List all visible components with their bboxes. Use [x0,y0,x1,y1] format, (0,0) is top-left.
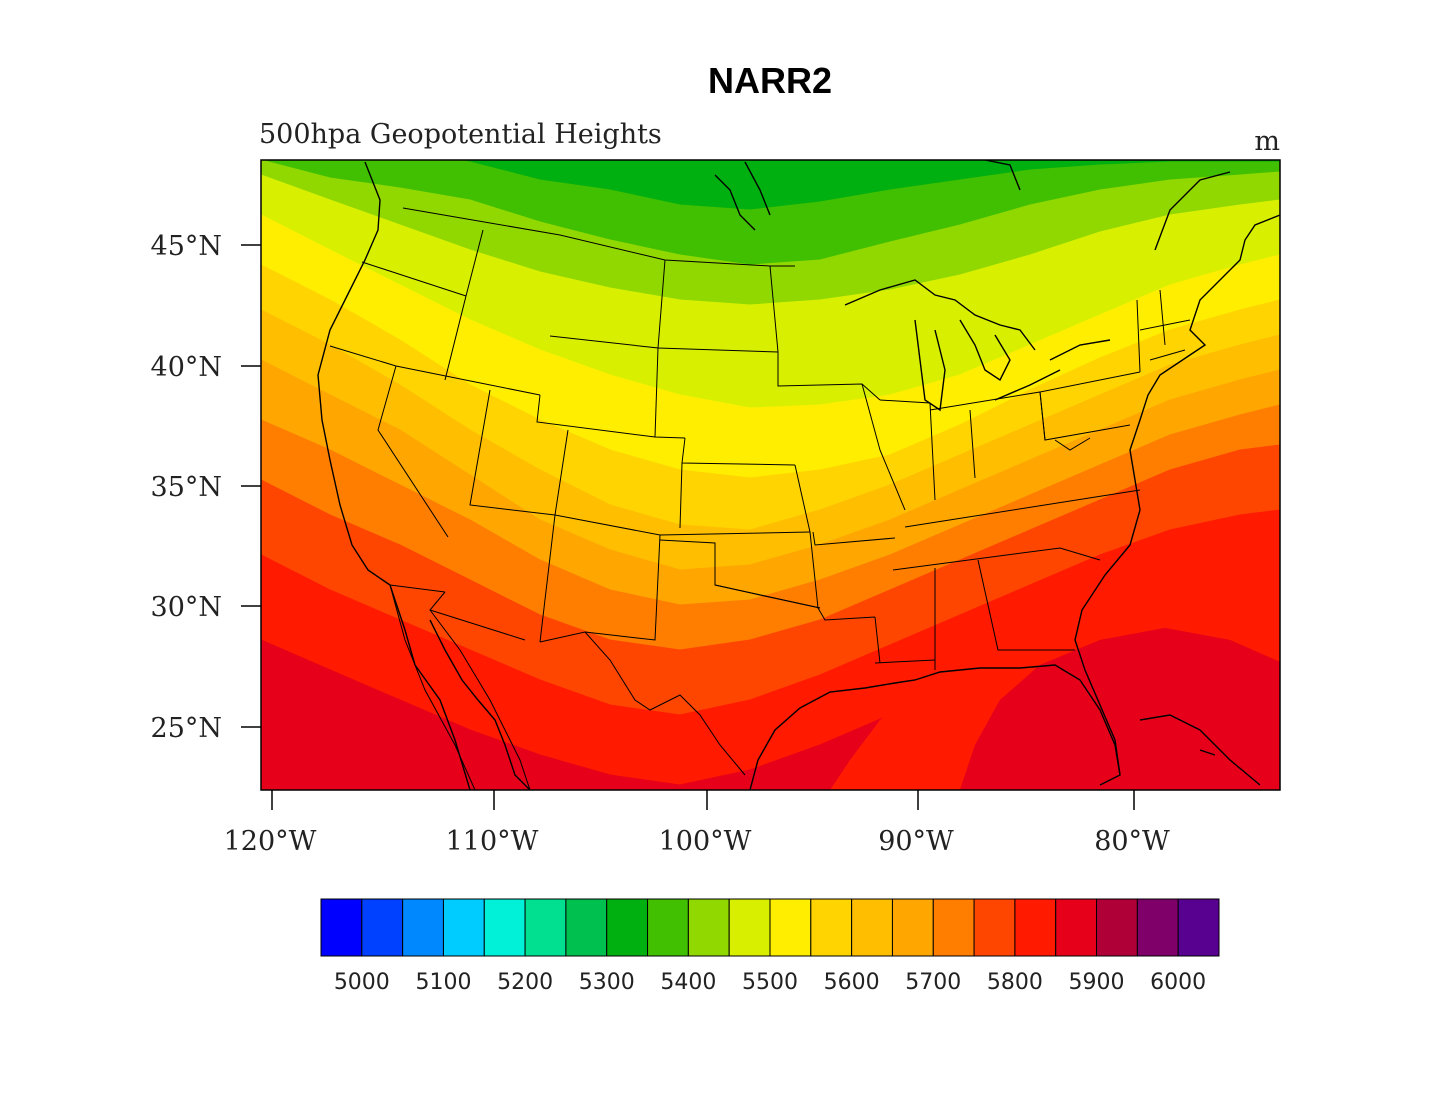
coastlines [317,160,1280,790]
colorbar-label: 5700 [905,970,961,995]
map-frame [260,159,1281,791]
chart-title: NARR2 [708,60,832,101]
colorbar-swatch [565,898,608,957]
colorbar-label: 5200 [497,970,553,995]
colorbar-swatch [687,898,730,957]
lon-label-110w: 110°W [446,826,539,857]
height-contour-fill [261,160,1280,790]
colorbar-swatch [1136,898,1179,957]
colorbar-label: 5300 [579,970,635,995]
colorbar-swatch [973,898,1016,957]
map-panel [260,159,1281,791]
colorbar-label: 5500 [742,970,798,995]
colorbar-label: 5800 [987,970,1043,995]
colorbar-label: 5400 [660,970,716,995]
lon-label-120w: 120°W [224,826,317,857]
contour-band-high-outer [830,565,1280,790]
colorbar-swatch [851,898,893,957]
colorbar-swatch [647,898,689,957]
lon-label-80w: 80°W [1094,826,1170,857]
colorbar-label: 5900 [1069,970,1125,995]
chart-subtitle: 500hpa Geopotential Heights [259,119,662,150]
colorbar-swatch [483,898,526,957]
lon-label-100w: 100°W [659,826,752,857]
colorbar-swatch [402,898,444,957]
colorbar-label: 5600 [824,970,880,995]
lon-label-90w: 90°W [878,826,954,857]
lat-label-45n: 45°N [151,231,222,262]
state-borders [329,207,1191,790]
lat-label-40n: 40°N [151,352,222,383]
lat-label-30n: 30°N [151,592,222,623]
colorbar-swatch [320,898,363,957]
colorbar-label: 5100 [415,970,471,995]
colorbar-swatch [1096,898,1138,957]
lat-label-35n: 35°N [151,472,222,503]
colorbar-swatch [891,898,934,957]
colorbar-swatch [606,898,649,957]
colorbar-swatch [769,898,812,957]
colorbar-swatch [728,898,771,957]
colorbar-swatch [361,898,404,957]
colorbar-swatch [442,898,485,957]
colorbar-swatch [524,898,567,957]
colorbar-label: 6000 [1150,970,1206,995]
colorbar-swatch [810,898,853,957]
latitude-axis: 45°N 40°N 35°N 30°N 25°N [151,231,261,744]
colorbar [320,898,1220,957]
colorbar-label: 5000 [334,970,390,995]
colorbar-swatch [1177,898,1220,957]
colorbar-swatch [932,898,975,957]
units-label: m [1254,126,1280,157]
colorbar-labels: 5000 5100 5200 5300 5400 5500 5600 5700 5800 5900… [334,970,1206,995]
contour-band-high [960,628,1280,790]
lat-label-25n: 25°N [151,713,222,744]
colorbar-swatch [1055,898,1098,957]
colorbar-swatch [1014,898,1057,957]
longitude-axis: 120°W 110°W 100°W 90°W 80°W [224,790,1170,857]
